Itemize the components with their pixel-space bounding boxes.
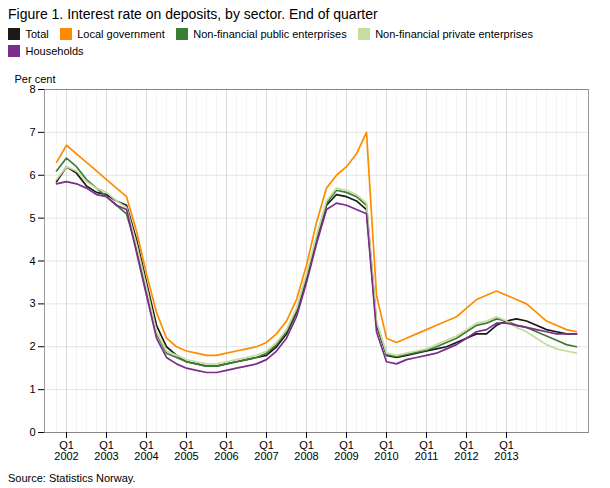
html-text:Source: Statistics Norway.: Source: Statistics Norway. <box>8 471 136 484</box>
svg-text:Q12010: Q12010 <box>374 439 398 462</box>
svg-text:Q12009: Q12009 <box>334 439 358 462</box>
svg-text:7: 7 <box>29 125 35 137</box>
html-text:Local government: Local government <box>77 28 165 41</box>
html-text:Total: Total <box>25 28 49 41</box>
svg-text:1: 1 <box>29 383 35 395</box>
svg-text:6: 6 <box>29 168 35 180</box>
svg-text:2: 2 <box>29 340 35 352</box>
svg-text:Q12003: Q12003 <box>94 439 118 462</box>
svg-text:Q12004: Q12004 <box>134 439 158 462</box>
svg-text:4: 4 <box>29 254 35 266</box>
html-text:Figure 1. Interest rate on dep: Figure 1. Interest rate on deposits, by … <box>8 6 378 22</box>
html-text:Households: Households <box>25 44 84 57</box>
svg-text:5: 5 <box>29 211 35 223</box>
svg-text:Q12007: Q12007 <box>254 439 278 462</box>
svg-text:Q12012: Q12012 <box>454 439 478 462</box>
html-text:Non-financial private enterpri: Non-financial private enterprises <box>375 28 533 41</box>
svg-text:Q12008: Q12008 <box>294 439 318 462</box>
svg-text:Q12013: Q12013 <box>494 439 518 462</box>
svg-text:8: 8 <box>29 82 36 95</box>
svg-text:Q12006: Q12006 <box>214 439 238 462</box>
svg-text:3: 3 <box>29 297 35 309</box>
svg-text:Q12011: Q12011 <box>415 439 439 462</box>
svg-text:0: 0 <box>29 426 35 438</box>
svg-text:Q12005: Q12005 <box>174 439 198 462</box>
svg-text:Per cent: Per cent <box>15 73 56 85</box>
html-text:Non-financial public enterpris: Non-financial public enterprises <box>193 28 347 41</box>
svg-text:Q12002: Q12002 <box>54 439 78 462</box>
